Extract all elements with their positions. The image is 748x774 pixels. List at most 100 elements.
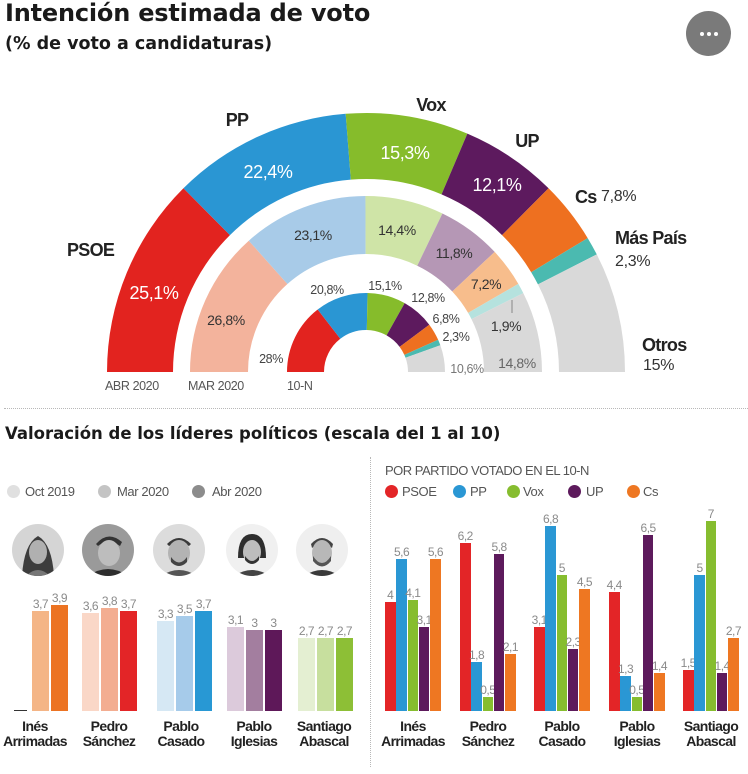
leader-last-name: Arrimadas xyxy=(3,733,67,749)
value-label-pablo-iglesias-mar-2020: 3 xyxy=(251,615,258,630)
more-horizontal-icon xyxy=(699,31,704,36)
arc-10-n-otros xyxy=(405,345,445,372)
leader-last-name: Arrimadas xyxy=(381,733,445,749)
bar-pablo-casado-up xyxy=(567,648,579,711)
value-label-pp-10n: 20,8% xyxy=(310,282,344,297)
value-label-ines-arrimadas-cs: 5,6 xyxy=(427,544,444,559)
leader-name-pedro-sanchez-right: Pedro Sánchez xyxy=(462,719,515,749)
value-label-santiago-abascal-abr-2020: 2,7 xyxy=(336,623,353,638)
arc-mar-2020-vox xyxy=(365,196,443,266)
legend-dot-psoe xyxy=(385,485,398,498)
party-label-vox: Vox xyxy=(416,95,446,115)
value-label-otros-mar: 14,8% xyxy=(498,355,536,371)
leader-name-santiago-abascal-left: Santiago Abascal xyxy=(296,718,352,749)
leader-first-name: Santiago xyxy=(683,718,739,734)
bar-santiago-abascal-oct-2019 xyxy=(298,637,315,711)
leader-photo-abascal xyxy=(296,524,348,576)
bar-pablo-iglesias-mar-2020 xyxy=(246,629,263,711)
value-label-ines-arrimadas-mar-2020: 3,7 xyxy=(32,596,49,611)
ring-label-10n: 10-N xyxy=(287,378,313,393)
arcs-group xyxy=(107,113,625,372)
legend-dot-abr-2020 xyxy=(192,485,205,498)
value-label-up-mar: 11,8% xyxy=(435,245,473,261)
value-label-pedro-sanchez-abr-2020: 3,7 xyxy=(120,596,137,611)
no-data-mark-ines-arrimadas-oct-2019 xyxy=(14,710,27,711)
value-label-up-abr: 12,1% xyxy=(472,175,522,195)
legend-label-pp: PP xyxy=(470,484,487,499)
value-label-ines-arrimadas-abr-2020: 3,9 xyxy=(51,591,68,606)
party-label-up: UP xyxy=(515,131,539,151)
section-divider xyxy=(4,408,748,409)
value-label-santiago-abascal-pp: 5 xyxy=(696,561,703,576)
value-label-vox-mar: 14,4% xyxy=(378,222,416,238)
leader-name-ines-arrimadas-right: Inés Arrimadas xyxy=(381,719,445,749)
more-horizontal-icon-dot xyxy=(706,31,711,36)
legend-dot-pp xyxy=(453,485,466,498)
value-label-santiago-abascal-up: 1,4 xyxy=(714,658,731,673)
chart-divider xyxy=(370,457,371,767)
arc-abr-2020-cs xyxy=(502,188,588,273)
value-label-pedro-sanchez-up: 5,8 xyxy=(491,539,508,554)
party-label-pp: PP xyxy=(225,110,249,130)
legend-dot-mar-2020 xyxy=(98,485,111,498)
bar-pablo-casado-vox xyxy=(556,575,568,711)
value-label-pedro-sanchez-psoe: 6,2 xyxy=(457,528,474,543)
legend-dot-up xyxy=(568,485,581,498)
value-label-pablo-casado-mar-2020: 3,5 xyxy=(176,601,193,616)
arc-mar-2020-otros xyxy=(471,293,542,372)
bar-santiago-abascal-psoe xyxy=(683,670,694,711)
value-label-up-10n: 12,8% xyxy=(411,290,445,305)
arc-abr-2020-otros xyxy=(537,254,625,372)
value-label-pablo-iglesias-cs: 1,4 xyxy=(651,658,668,673)
leader-first-name: Pablo xyxy=(619,718,655,734)
bar-ines-arrimadas-abr-2020 xyxy=(51,605,68,711)
arc-mar-2020-pp xyxy=(248,196,366,284)
value-label-pablo-iglesias-vox: 0,5 xyxy=(629,683,645,698)
value-label-santiago-abascal-vox: 7 xyxy=(707,506,715,521)
legend-label-up: UP xyxy=(586,484,604,499)
bar-ines-arrimadas-pp xyxy=(396,558,407,711)
value-label-pp-abr: 22,4% xyxy=(243,162,293,182)
value-label-santiago-abascal-oct-2019: 2,7 xyxy=(298,623,315,638)
more-options-button[interactable] xyxy=(686,11,731,56)
value-label-ines-arrimadas-pp: 5,6 xyxy=(393,544,410,559)
bar-ines-arrimadas-up xyxy=(418,626,430,711)
arc-10-n-cs xyxy=(399,324,439,355)
value-label-otros-10n: 10,6% xyxy=(450,361,484,376)
bar-ines-arrimadas-vox xyxy=(407,599,419,711)
vote-intention-chart xyxy=(107,113,625,372)
leader-photo-arrimadas xyxy=(12,524,64,576)
bar-pablo-iglesias-cs xyxy=(654,672,665,711)
bar-pablo-iglesias-vox xyxy=(631,697,643,711)
leader-last-name: Casado xyxy=(157,733,206,749)
value-label-pedro-sanchez-cs: 2,1 xyxy=(502,639,519,654)
legend-label-cs: Cs xyxy=(643,484,659,499)
arc-abr-2020-mas-pais xyxy=(531,238,597,285)
arc-abr-2020-vox xyxy=(345,113,468,195)
bar-pedro-sanchez-psoe xyxy=(460,542,471,711)
value-label-otros-abr: 15% xyxy=(643,357,675,374)
leader-first-name: Santiago xyxy=(296,718,352,734)
value-label-pablo-casado-oct-2019: 3,3 xyxy=(157,607,174,622)
leader-first-name: Pablo xyxy=(163,718,199,734)
value-label-pedro-sanchez-vox: 0,5 xyxy=(480,683,496,698)
leader-name-ines-arrimadas-left: Inés Arrimadas xyxy=(3,719,67,749)
bar-pablo-iglesias-pp xyxy=(620,675,631,711)
value-label-ines-arrimadas-vox: 4,1 xyxy=(405,585,421,600)
leader-last-name: Sánchez xyxy=(82,733,136,749)
value-label-santiago-abascal-psoe: 1,5 xyxy=(680,656,697,671)
value-label-pablo-iglesias-pp: 1,3 xyxy=(617,661,634,676)
leader-first-name: Pablo xyxy=(544,718,580,734)
bar-pedro-sanchez-vox xyxy=(482,697,494,711)
value-label-ines-arrimadas-psoe: 4 xyxy=(387,588,394,603)
leader-name-pedro-sanchez-left: Pedro Sánchez xyxy=(83,719,136,749)
arc-mar-2020-mas-pais xyxy=(468,283,524,320)
value-label-ines-arrimadas-up: 3,1 xyxy=(416,612,433,627)
value-label-pp-mar: 23,1% xyxy=(294,227,332,243)
bar-santiago-abascal-abr-2020 xyxy=(336,637,353,711)
leader-last-name: Abascal xyxy=(686,733,736,749)
legend-dot-vox xyxy=(507,485,520,498)
page-subtitle: (% de voto a candidaturas) xyxy=(5,34,273,54)
bar-pablo-iglesias-psoe xyxy=(609,591,620,711)
